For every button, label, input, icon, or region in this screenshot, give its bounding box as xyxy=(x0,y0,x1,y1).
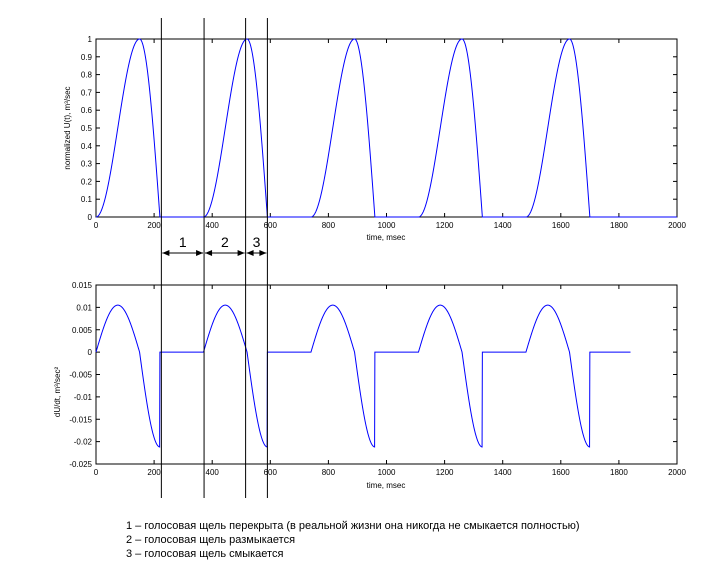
bottom-ytick-label: -0.005 xyxy=(69,371,92,380)
bottom-xtick-label: 1600 xyxy=(552,468,570,477)
top-plot-uflow: 0 200 400 600 800 1000 1200 1400 1600 1800 2000 0 0.… xyxy=(63,35,686,242)
legend-item-1: 1 – голосовая щель перекрыта (в реальной… xyxy=(126,520,580,532)
bottom-plot-derivative: 0 200 400 600 800 1000 1200 1400 1600 1800 2000 -0.… xyxy=(53,281,686,490)
bottom-xtick-label: 2000 xyxy=(668,468,686,477)
bottom-plot-ticks: 0 200 400 600 800 1000 1200 1400 1600 1800 2000 -0.… xyxy=(69,281,686,477)
bottom-xtick-label: 1000 xyxy=(378,468,396,477)
top-xtick-label: 1000 xyxy=(378,221,396,230)
bottom-ytick-label: 0.01 xyxy=(76,303,92,312)
top-xtick-label: 600 xyxy=(264,221,278,230)
legend-item-3: 3 – голосовая щель смыкается xyxy=(126,548,284,560)
top-xtick-label: 1600 xyxy=(552,221,570,230)
phase-arrowhead-left xyxy=(162,250,170,256)
bottom-xtick-label: 1200 xyxy=(436,468,454,477)
bottom-ytick-label: -0.02 xyxy=(74,438,93,447)
top-xtick-label: 800 xyxy=(322,221,336,230)
top-ytick-label: 0.1 xyxy=(81,195,93,204)
phase-arrowhead-left xyxy=(205,250,213,256)
bottom-plot-xlabel: time, msec xyxy=(367,481,406,490)
phase-label-2: 2 xyxy=(221,234,229,250)
top-xtick-label: 1400 xyxy=(494,221,512,230)
phase-legend: 1 – голосовая щель перекрыта (в реальной… xyxy=(126,519,580,561)
phase-label-3: 3 xyxy=(253,234,261,250)
top-ytick-label: 1 xyxy=(88,35,93,44)
phase-arrowhead-right xyxy=(196,250,204,256)
top-xtick-label: 400 xyxy=(206,221,220,230)
top-plot-flow-line xyxy=(95,38,677,218)
top-xtick-label: 200 xyxy=(147,221,161,230)
phase-arrowhead-right xyxy=(237,250,245,256)
top-plot-ylabel: normalized U(t), m³/sec xyxy=(63,86,72,169)
bottom-plot-derivative-line xyxy=(95,304,631,448)
phase-arrowhead-left xyxy=(246,250,254,256)
top-plot-ticks: 0 200 400 600 800 1000 1200 1400 1600 1800 2000 0 0.… xyxy=(81,35,687,230)
top-xtick-label: 0 xyxy=(94,221,99,230)
top-xtick-label: 2000 xyxy=(668,221,686,230)
top-ytick-label: 0.8 xyxy=(81,71,93,80)
phase-label-1: 1 xyxy=(179,234,187,250)
bottom-xtick-label: 0 xyxy=(94,468,99,477)
top-ytick-label: 0.4 xyxy=(81,142,93,151)
top-ytick-label: 0.5 xyxy=(81,124,93,133)
top-ytick-label: 0 xyxy=(88,213,93,222)
phase-arrowhead-right xyxy=(259,250,267,256)
bottom-xtick-label: 400 xyxy=(206,468,220,477)
top-ytick-label: 0.7 xyxy=(81,88,93,97)
bottom-xtick-label: 1400 xyxy=(494,468,512,477)
bottom-ytick-label: -0.01 xyxy=(74,393,93,402)
top-plot-xlabel: time, msec xyxy=(367,233,406,242)
top-ytick-label: 0.3 xyxy=(81,160,93,169)
bottom-ytick-label: 0 xyxy=(88,348,93,357)
bottom-xtick-label: 200 xyxy=(147,468,161,477)
phase-markers: 1 2 3 xyxy=(160,18,268,498)
bottom-ytick-label: 0.005 xyxy=(72,326,93,335)
bottom-ytick-label: -0.015 xyxy=(69,415,92,424)
legend-item-2: 2 – голосовая щель размыкается xyxy=(126,534,296,546)
top-plot-frame xyxy=(95,38,678,218)
bottom-xtick-label: 1800 xyxy=(610,468,628,477)
bottom-ytick-label: -0.025 xyxy=(69,460,92,469)
top-ytick-label: 0.9 xyxy=(81,53,93,62)
top-ytick-label: 0.2 xyxy=(81,177,93,186)
bottom-plot-ylabel: dU/dt, m³/sec² xyxy=(53,367,62,418)
bottom-xtick-label: 800 xyxy=(322,468,336,477)
top-xtick-label: 1800 xyxy=(610,221,628,230)
top-ytick-label: 0.6 xyxy=(81,106,93,115)
top-xtick-label: 1200 xyxy=(436,221,454,230)
bottom-ytick-label: 0.015 xyxy=(72,281,93,290)
bottom-xtick-label: 600 xyxy=(264,468,278,477)
